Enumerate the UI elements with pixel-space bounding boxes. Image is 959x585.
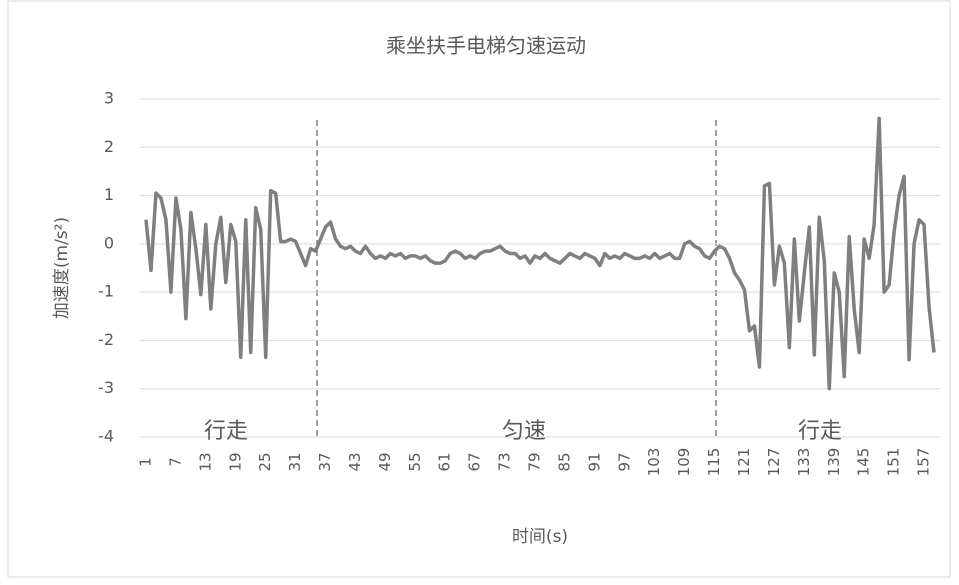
x-tick-label: 151 xyxy=(885,448,903,477)
x-tick-label: 145 xyxy=(855,448,873,477)
y-tick-label: -1 xyxy=(98,282,114,301)
x-tick-label: 25 xyxy=(256,452,274,471)
annotation: 行走 xyxy=(204,419,248,444)
y-tick-label: -3 xyxy=(98,378,114,397)
annotation: 行走 xyxy=(798,419,842,444)
data-line xyxy=(144,116,936,391)
x-tick-label: 13 xyxy=(196,452,214,471)
x-tick-label: 43 xyxy=(346,452,364,471)
x-tick-label: 127 xyxy=(765,448,783,477)
x-tick-label: 37 xyxy=(316,452,334,471)
y-tick-label: 2 xyxy=(104,137,114,156)
chart-frame xyxy=(7,0,951,578)
x-tick-label: 103 xyxy=(645,448,663,477)
x-tick-label: 133 xyxy=(795,448,813,477)
x-tick-label: 49 xyxy=(376,452,394,471)
x-tick-label: 61 xyxy=(436,452,454,471)
x-tick-label: 73 xyxy=(496,452,514,471)
x-tick-label: 139 xyxy=(825,448,843,477)
x-tick-label: 7 xyxy=(166,457,184,467)
x-tick-label: 97 xyxy=(615,452,633,471)
y-tick-label: -4 xyxy=(98,427,114,446)
y-tick-label: 3 xyxy=(104,89,114,108)
x-tick-label: 85 xyxy=(555,452,573,471)
x-tick-label: 1 xyxy=(137,457,155,467)
x-tick-label: 115 xyxy=(705,448,723,477)
x-tick-label: 31 xyxy=(286,452,304,471)
x-tick-label: 67 xyxy=(466,452,484,471)
x-tick-label: 91 xyxy=(585,452,603,471)
x-tick-label: 55 xyxy=(406,452,424,471)
y-tick-label: -2 xyxy=(98,330,114,349)
x-tick-label: 109 xyxy=(675,448,693,477)
x-tick-label: 79 xyxy=(526,452,544,471)
y-tick-label: 0 xyxy=(104,233,114,252)
y-tick-label: 1 xyxy=(104,185,114,204)
x-tick-label: 157 xyxy=(915,448,933,477)
x-tick-label: 19 xyxy=(226,452,244,471)
annotation: 匀速 xyxy=(502,419,546,444)
x-axis-label: 时间(s) xyxy=(512,527,568,547)
chart-title: 乘坐扶手电梯匀速运动 xyxy=(386,34,586,58)
x-tick-label: 121 xyxy=(735,448,753,477)
y-axis-label: 加速度(m/s²) xyxy=(52,217,72,319)
